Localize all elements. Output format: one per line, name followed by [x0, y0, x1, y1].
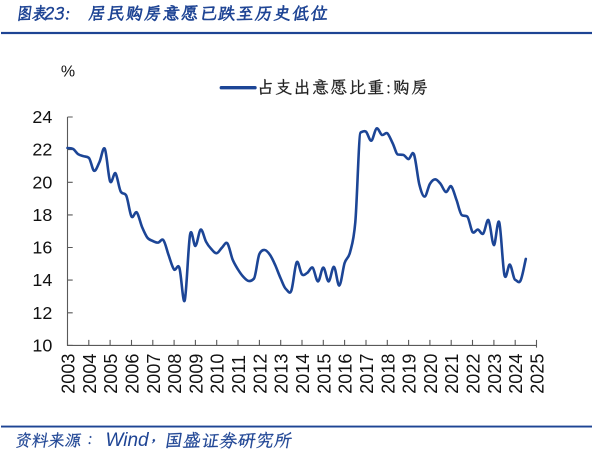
svg-text:2025: 2025 [528, 354, 548, 394]
svg-text:2022: 2022 [464, 354, 484, 394]
svg-text:20: 20 [32, 172, 52, 192]
svg-text:2019: 2019 [400, 354, 420, 394]
svg-text:2017: 2017 [357, 354, 377, 394]
svg-text:2007: 2007 [144, 354, 164, 394]
svg-text:2008: 2008 [165, 354, 185, 394]
svg-text:2012: 2012 [250, 354, 270, 394]
svg-text:12: 12 [32, 303, 52, 323]
svg-text:2010: 2010 [208, 354, 228, 394]
svg-text:2014: 2014 [293, 354, 313, 394]
svg-text:2016: 2016 [336, 354, 356, 394]
svg-text:2011: 2011 [229, 355, 249, 394]
svg-text:2024: 2024 [506, 354, 526, 394]
svg-text:2013: 2013 [272, 354, 292, 394]
svg-text:16: 16 [32, 238, 52, 258]
svg-text:2003: 2003 [59, 354, 79, 394]
svg-text:%: % [61, 64, 75, 81]
svg-text:10: 10 [32, 336, 52, 356]
svg-text:2021: 2021 [442, 354, 462, 394]
svg-text:24: 24 [32, 107, 52, 127]
svg-text:2009: 2009 [186, 354, 206, 394]
svg-text:14: 14 [32, 270, 52, 290]
svg-text:18: 18 [32, 205, 52, 225]
svg-text:2004: 2004 [80, 354, 100, 394]
svg-text:2005: 2005 [101, 354, 121, 394]
svg-text:22: 22 [32, 140, 52, 160]
svg-text:2006: 2006 [123, 354, 143, 394]
svg-text:2020: 2020 [421, 354, 441, 394]
svg-text:2018: 2018 [378, 354, 398, 394]
svg-text:Wind: Wind [106, 430, 151, 451]
svg-text:2015: 2015 [314, 354, 334, 394]
svg-text:2023: 2023 [485, 354, 505, 394]
